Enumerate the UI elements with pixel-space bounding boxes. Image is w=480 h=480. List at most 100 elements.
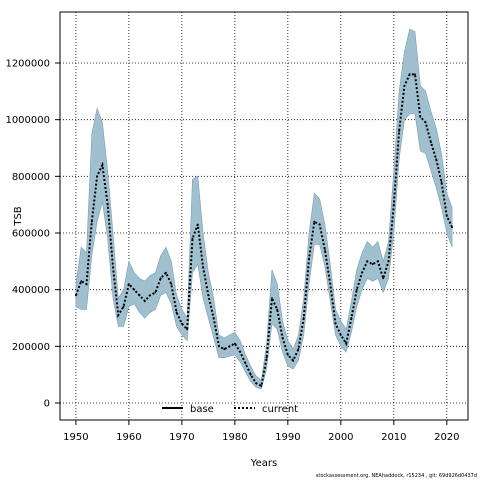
x-tick-label: 1950: [63, 432, 88, 443]
data-point-current: [255, 382, 257, 385]
data-point-current: [334, 322, 337, 325]
data-point-current: [260, 385, 263, 387]
legend-base-label: base: [190, 404, 214, 415]
data-point-current: [180, 322, 183, 325]
data-point-current: [318, 223, 321, 226]
data-point-current: [292, 359, 295, 362]
data-point-current: [196, 223, 199, 226]
legend-current-label: current: [262, 404, 298, 415]
data-point-current: [271, 297, 273, 300]
data-point-current: [202, 266, 204, 268]
x-tick-label: 2000: [328, 432, 353, 443]
data-point-current: [403, 84, 406, 87]
data-point-current: [85, 283, 88, 285]
data-point-current: [154, 291, 157, 294]
data-point-current: [445, 215, 448, 217]
data-point-current: [424, 121, 427, 124]
footer-note: stockassessment.org, NEAhaddock, r15234 …: [316, 473, 477, 479]
plot-frame: [59, 11, 469, 421]
data-point-current: [276, 308, 279, 311]
y-tick-label: 0: [44, 399, 50, 410]
y-axis-title: TSB: [13, 206, 24, 226]
data-point-current: [191, 237, 194, 240]
legend: base current: [162, 404, 298, 415]
data-point-current: [170, 283, 173, 285]
y-axis: 0 200000 400000 600000 800000 1000000 1200000: [5, 59, 60, 410]
y-tick-label: 1000000: [5, 115, 50, 126]
data-point-current: [249, 373, 252, 376]
series-lines: [74, 73, 454, 388]
data-point-current: [361, 271, 363, 274]
y-tick-label: 800000: [12, 172, 50, 183]
data-point-current: [355, 288, 358, 291]
data-point-current: [175, 311, 178, 314]
x-tick-label: 1960: [116, 432, 141, 443]
data-point-current: [451, 226, 453, 229]
data-point-current: [159, 277, 162, 280]
x-tick-label: 2020: [434, 432, 459, 443]
data-point-current: [408, 73, 411, 76]
x-tick-label: 1970: [169, 432, 194, 443]
data-point-current: [239, 351, 242, 353]
data-point-current: [96, 175, 98, 178]
data-point-current: [233, 342, 236, 345]
data-point-current: [286, 353, 289, 356]
x-axis-title: Years: [250, 458, 277, 469]
data-point-current: [218, 345, 220, 348]
x-tick-label: 1980: [222, 432, 247, 443]
data-point-current: [122, 305, 125, 308]
y-tick-label: 400000: [12, 285, 50, 296]
data-point-current: [212, 317, 215, 319]
x-tick-label: 2010: [381, 432, 406, 443]
data-point-current: [186, 328, 189, 331]
data-point-current: [430, 141, 432, 144]
data-point-current: [302, 317, 305, 319]
data-point-current: [112, 266, 114, 268]
y-tick-label: 200000: [12, 342, 50, 353]
data-point-current: [345, 342, 348, 345]
data-point-current: [281, 336, 284, 339]
data-point-current: [138, 294, 141, 297]
data-point-current: [101, 164, 104, 166]
data-point-current: [106, 203, 109, 206]
data-point-current: [414, 73, 416, 76]
data-point-current: [366, 260, 369, 263]
data-point-current: [382, 277, 385, 280]
data-point-current: [392, 203, 395, 206]
data-point-current: [435, 158, 438, 161]
data-point-current: [228, 345, 231, 348]
data-point-current: [308, 257, 310, 260]
data-point-current: [324, 249, 326, 251]
data-point-current: [329, 283, 332, 285]
data-point-current: [133, 288, 136, 291]
series-line-current: [74, 73, 454, 388]
data-point-current: [313, 220, 316, 223]
data-point-current: [117, 314, 120, 317]
data-point-current: [265, 356, 268, 359]
data-point-current: [143, 300, 146, 302]
data-point-current: [387, 260, 390, 263]
data-point-current: [339, 334, 342, 336]
x-axis: 1950 1960 1970 1980 1990 2000 2010 2020: [63, 420, 460, 443]
data-point-current: [90, 220, 93, 223]
data-point-current: [244, 362, 247, 365]
data-point-current: [398, 130, 401, 132]
data-point-current: [75, 294, 77, 297]
data-point-current: [297, 348, 300, 351]
data-point-current: [419, 115, 422, 118]
data-point-current: [80, 280, 83, 283]
data-point-current: [207, 294, 210, 297]
x-tick-label: 1990: [275, 432, 300, 443]
confidence-band-area: [75, 28, 453, 390]
confidence-band: [75, 28, 453, 390]
data-point-current: [165, 271, 167, 274]
data-point-current: [377, 260, 379, 263]
y-tick-label: 600000: [12, 229, 50, 240]
data-point-current: [371, 263, 374, 266]
data-point-current: [127, 283, 130, 285]
y-tick-label: 1200000: [5, 59, 50, 70]
data-point-current: [440, 181, 443, 183]
data-point-current: [350, 317, 353, 319]
data-point-current: [223, 348, 226, 351]
